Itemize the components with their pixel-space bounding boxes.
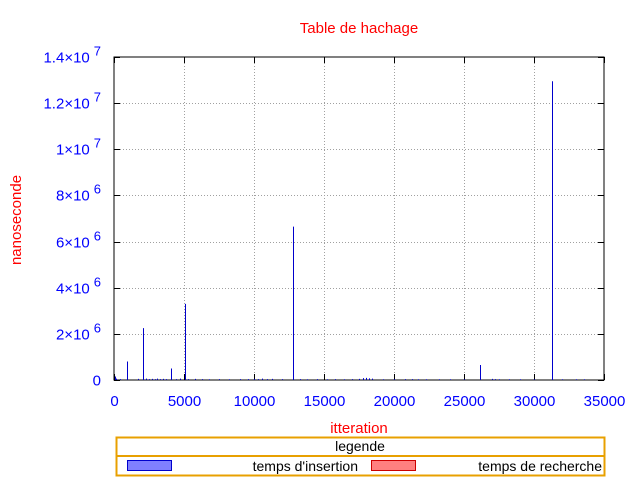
y-tick-label: 4×10 6	[56, 275, 101, 298]
grid-lines	[114, 57, 604, 380]
x-tick-label: 35000	[584, 393, 626, 410]
axis-ticks	[114, 57, 605, 381]
chart-title: Table de hachage	[300, 20, 418, 37]
x-tick-label: 30000	[514, 393, 556, 410]
y-tick-label: 1.4×10 7	[43, 44, 101, 67]
x-axis-tick-labels: 0 5000 10000 15000 20000 25000 30000 35000	[110, 393, 625, 410]
legend: legende temps d'insertion temps de reche…	[115, 436, 606, 477]
y-tick-label: 6×10 6	[56, 229, 101, 252]
x-tick-label: 15000	[304, 393, 346, 410]
legend-label-insertion: temps d'insertion	[253, 458, 358, 474]
x-tick-label: 10000	[234, 393, 276, 410]
series-bars	[115, 81, 585, 380]
x-tick-label: 5000	[168, 393, 201, 410]
y-axis-label: nanoseconde	[8, 175, 25, 265]
legend-swatch-recherche	[371, 460, 416, 471]
y-tick-label: 0	[93, 373, 101, 390]
x-tick-label: 20000	[374, 393, 416, 410]
y-tick-label: 8×10 6	[56, 182, 101, 205]
legend-swatch-insertion	[127, 460, 172, 471]
x-tick-label: 25000	[444, 393, 486, 410]
y-axis-tick-labels: 0 2×10 6 4×10 6 6×10 6 8×10 6 1×10 7 1.2×10 7 1.4×10 7	[43, 44, 101, 390]
x-tick-label: 0	[110, 393, 118, 410]
y-tick-label: 1×10 7	[56, 136, 101, 159]
y-tick-label: 2×10 6	[56, 321, 101, 344]
legend-title: legende	[335, 438, 385, 454]
x-axis-label: itteration	[330, 420, 388, 437]
y-tick-label: 1.2×10 7	[43, 90, 101, 113]
legend-label-recherche: temps de recherche	[478, 458, 602, 474]
